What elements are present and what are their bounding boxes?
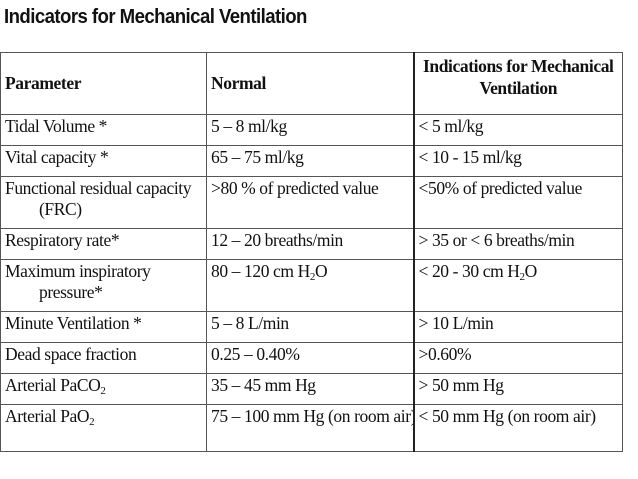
cell-indication-text-end: O — [524, 261, 538, 281]
cell-parameter-text: Arterial PaO — [5, 406, 90, 426]
subscript: 2 — [309, 271, 316, 283]
cell-parameter: Tidal Volume * — [0, 114, 207, 146]
table-row: Arterial PaCO2 35 – 45 mm Hg > 50 mm Hg — [0, 373, 623, 405]
cell-normal-text-end: O — [314, 261, 328, 281]
table-row: Dead space fraction 0.25 – 0.40% >0.60% — [0, 342, 623, 374]
cell-normal: >80 % of predicted value — [206, 176, 414, 229]
cell-parameter: Dead space fraction — [0, 342, 207, 374]
cell-normal: 0.25 – 0.40% — [206, 342, 414, 374]
cell-indication: > 10 L/min — [412, 311, 623, 343]
cell-normal: 5 – 8 L/min — [206, 311, 414, 343]
table-row: Minute Ventilation * 5 – 8 L/min > 10 L/… — [0, 311, 623, 343]
table-row: Vital capacity * 65 – 75 ml/kg < 10 - 15… — [0, 145, 623, 177]
subscript: 2 — [100, 385, 106, 397]
cell-parameter-line2: pressure* — [39, 282, 103, 302]
table-row: Maximum inspiratory pressure* 80 – 120 c… — [0, 259, 623, 312]
header-indications: Indications for Mechanical Ventilation — [412, 52, 623, 115]
cell-parameter-line1: Functional residual capacity — [5, 178, 192, 198]
cell-parameter: Minute Ventilation * — [0, 311, 207, 343]
cell-normal: 65 – 75 ml/kg — [206, 145, 414, 177]
cell-indication: >0.60% — [412, 342, 623, 374]
cell-parameter: Functional residual capacity (FRC) — [0, 176, 207, 229]
table-row: Arterial PaO2 75 – 100 mm Hg (on room ai… — [0, 404, 623, 452]
ventilation-indicators-table: Parameter Normal Indications for Mechani… — [0, 52, 623, 452]
cell-parameter-line2: (FRC) — [39, 199, 82, 219]
cell-parameter: Maximum inspiratory pressure* — [0, 259, 207, 312]
cell-parameter-text: Arterial PaCO — [5, 375, 101, 395]
cell-indication: > 35 or < 6 breaths/min — [412, 228, 623, 260]
header-parameter: Parameter — [0, 52, 207, 115]
table-row: Tidal Volume * 5 – 8 ml/kg < 5 ml/kg — [0, 114, 623, 146]
cell-indication: < 50 mm Hg (on room air) — [412, 404, 623, 452]
cell-normal: 75 – 100 mm Hg (on room air) — [206, 404, 414, 452]
cell-indication: < 20 - 30 cm H2O — [412, 259, 623, 312]
subscript: 2 — [519, 271, 526, 283]
cell-indication: > 50 mm Hg — [412, 373, 623, 405]
cell-normal: 12 – 20 breaths/min — [206, 228, 414, 260]
cell-normal: 5 – 8 ml/kg — [206, 114, 414, 146]
cell-indication: <50% of predicted value — [412, 176, 623, 229]
header-normal: Normal — [206, 52, 414, 115]
cell-parameter: Arterial PaCO2 — [0, 373, 207, 405]
cell-parameter: Respiratory rate* — [0, 228, 207, 260]
cell-normal: 35 – 45 mm Hg — [206, 373, 414, 405]
page-title: Indicators for Mechanical Ventilation — [4, 6, 307, 28]
cell-indication: < 10 - 15 ml/kg — [412, 145, 623, 177]
subscript: 2 — [89, 416, 95, 428]
table-row: Functional residual capacity (FRC) >80 %… — [0, 176, 623, 229]
cell-indication-text: < 20 - 30 cm H — [418, 261, 520, 281]
cell-parameter-line1: Maximum inspiratory — [5, 261, 151, 281]
table-row: Respiratory rate* 12 – 20 breaths/min > … — [0, 228, 623, 260]
cell-normal-text: 80 – 120 cm H — [211, 261, 310, 281]
cell-parameter: Arterial PaO2 — [0, 404, 207, 452]
cell-normal: 80 – 120 cm H2O — [206, 259, 414, 312]
table-header-row: Parameter Normal Indications for Mechani… — [0, 52, 623, 115]
cell-parameter: Vital capacity * — [0, 145, 207, 177]
cell-indication: < 5 ml/kg — [412, 114, 623, 146]
